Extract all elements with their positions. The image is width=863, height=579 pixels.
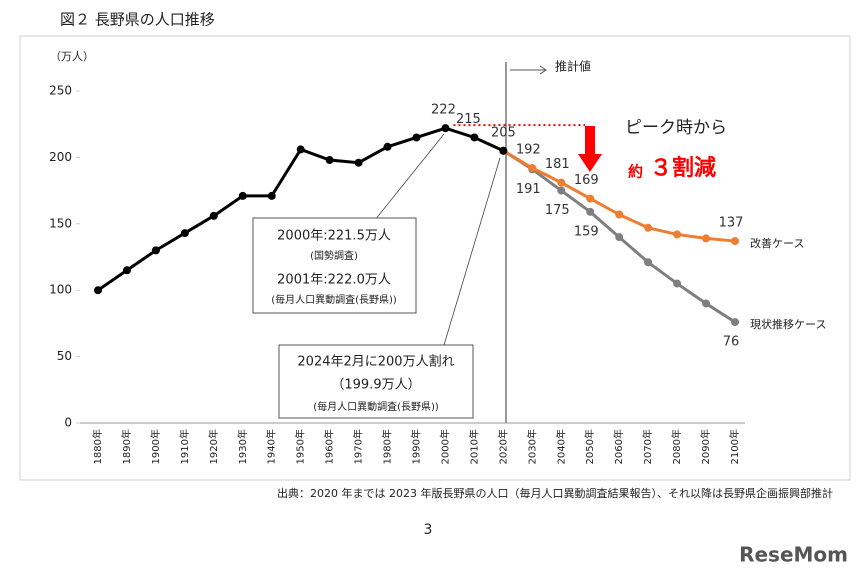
data-point [238,191,247,200]
x-tick-label: 1920年 [207,429,220,464]
data-point [586,207,595,216]
data-point [383,142,392,151]
logo: ReseMom [739,543,848,567]
data-point [557,186,566,195]
x-tick-label: 2050年 [583,429,596,464]
reduction-main: ３割減 [650,155,716,181]
leader-line [443,157,501,346]
x-tick-label: 2020年 [496,429,509,464]
x-tick-label: 1970年 [352,429,365,464]
data-point [644,258,653,267]
y-tick-label: 100 [49,283,72,297]
data-point [644,223,653,232]
data-point [267,191,276,200]
data-point [731,318,739,327]
data-label: 192 [516,143,541,158]
data-label: 222 [431,103,456,118]
annotation-box [252,217,417,314]
x-tick-label: 2100年 [728,429,741,464]
x-tick-label: 2070年 [641,429,654,464]
box-text: 2000年:221.5万人 [277,229,391,244]
data-label: 205 [491,125,516,140]
data-point [209,211,218,220]
x-tick-label: 1930年 [236,429,249,464]
box-text: (国勢調査) [310,249,358,262]
y-tick-label: 200 [49,150,72,164]
data-point [528,164,537,173]
data-point [180,229,189,238]
series-name: 現状推移ケース [750,317,826,331]
data-label: 137 [719,216,744,231]
data-point [441,124,450,133]
reduction-arrow-head [578,154,602,172]
estimate-label: 推計値 [555,59,591,74]
y-tick-label: 50 [57,349,72,363]
x-tick-label: 1910年 [178,429,191,464]
peak-note: ピーク時から [625,118,727,138]
series-name: 改善ケース [750,236,804,250]
data-point [702,299,711,308]
data-point [731,237,739,246]
data-label: 181 [545,157,570,172]
y-axis-label: （万人） [50,50,94,63]
x-tick-label: 1990年 [410,429,423,464]
data-label: 191 [516,182,541,197]
data-point [354,158,363,167]
chart-frame [19,35,851,481]
data-point [122,266,131,275]
box-text: (毎月人口異動調査(長野県)) [271,293,397,306]
x-tick-label: 2080年 [670,429,683,464]
data-label: 159 [574,224,599,239]
data-point [586,194,595,203]
leader-line [374,133,445,221]
x-tick-label: 2090年 [699,429,712,464]
y-tick-label: 150 [49,216,72,230]
box-text: (毎月人口異動調査(長野県)) [313,400,439,413]
data-point [470,133,479,142]
x-tick-label: 1890年 [120,429,133,464]
x-tick-label: 2040年 [554,429,567,464]
reduction-prefix: 約 [628,163,643,181]
x-tick-label: 1960年 [323,429,336,464]
x-tick-label: 2030年 [525,429,538,464]
chart-title: 図２ 長野県の人口推移 [60,11,215,29]
box-text: 2001年:222.0万人 [277,273,391,288]
data-point [151,246,160,255]
source: 出典：2020 年までは 2023 年版長野県の人口（毎月人口異動調査結果報告）… [277,486,833,500]
x-tick-label: 1900年 [149,429,162,464]
data-point [615,233,624,242]
data-point [499,146,508,155]
x-tick-label: 2060年 [612,429,625,464]
x-tick-label: 1880年 [91,429,104,464]
data-point [673,230,682,239]
data-point [94,286,102,295]
reduction-arrow [585,126,595,156]
x-tick-label: 1940年 [265,429,278,464]
box-text: （199.9万人） [331,378,420,393]
data-point [412,133,421,142]
data-point [325,156,334,165]
x-tick-label: 1980年 [381,429,394,464]
data-point [615,210,624,219]
x-tick-label: 1950年 [294,429,307,464]
data-point [673,279,682,288]
y-tick-label: 0 [64,416,72,430]
page-number: 3 [424,522,433,538]
estimate-arrow-head [539,65,547,75]
x-tick-label: 2010年 [467,429,480,464]
data-label: 169 [574,173,599,188]
data-label: 76 [723,335,740,350]
data-point [296,145,305,154]
data-label: 175 [545,203,570,218]
data-label: 215 [456,112,481,127]
x-tick-label: 2000年 [438,429,451,464]
data-point [702,234,711,243]
y-tick-label: 250 [49,84,72,98]
annotation-box [278,344,474,419]
box-text: 2024年2月に200万人割れ [297,354,454,370]
data-point [557,178,566,187]
